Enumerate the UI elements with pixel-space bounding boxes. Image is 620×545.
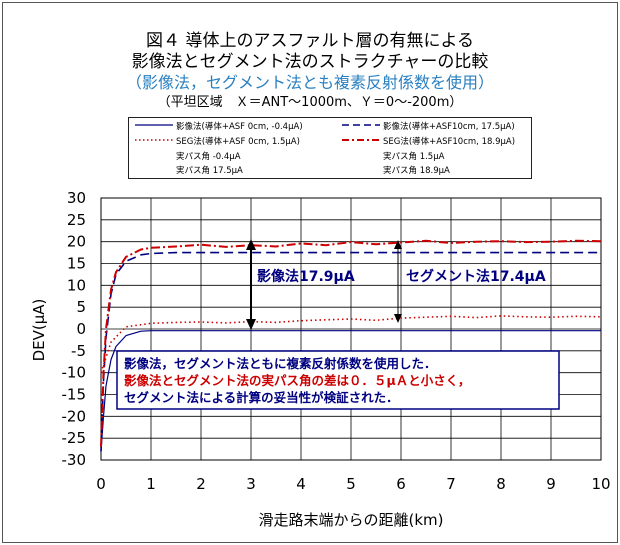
y-tick-label: -5 — [71, 342, 86, 360]
y-tick-label: 20 — [67, 233, 86, 251]
y-tick-label: 25 — [67, 211, 86, 229]
y-tick-label: -15 — [62, 386, 87, 404]
x-axis-label: 滑走路末端からの距離(km) — [258, 511, 443, 529]
series-line-3 — [100, 315, 602, 373]
series-line-4 — [100, 239, 602, 447]
y-tick-label: 5 — [76, 298, 86, 316]
arrow-seg-head-down — [394, 314, 402, 323]
note-box — [116, 350, 560, 410]
y-tick-label: -25 — [62, 429, 87, 447]
y-tick-label: 0 — [76, 320, 86, 338]
series-line-2 — [100, 251, 601, 452]
annotation-image-method: 影像法17.9μA — [257, 268, 355, 285]
x-tick-label: 8 — [496, 475, 506, 493]
legend-item-realpath-1: 実パス角 -0.4μA — [176, 152, 241, 162]
x-tick-label: 7 — [446, 475, 456, 493]
y-axis-label: DEV(μA) — [30, 299, 48, 362]
chart-series — [100, 239, 602, 452]
arrow-image-head-down — [246, 319, 256, 330]
y-tick-label: -20 — [62, 407, 87, 425]
figure-area-range: （平坦区域 Ｘ＝ANT～1000m、Ｙ＝0～-200m） — [157, 95, 463, 110]
y-tick-label: 10 — [67, 276, 86, 294]
x-tick-label: 1 — [146, 475, 156, 493]
arrow-seg-method — [394, 240, 402, 323]
arrow-image-head-up — [246, 239, 256, 250]
x-tick-label: 5 — [346, 475, 356, 493]
x-tick-label: 0 — [96, 475, 106, 493]
x-tick-label: 3 — [246, 475, 256, 493]
y-tick-label: -10 — [62, 364, 87, 382]
legend-item-realpath-4: 実パス角 18.9μA — [383, 166, 450, 176]
note-line-1: 影像法，セグメント法ともに複素反射係数を使用した． — [124, 356, 437, 371]
legend-item-image-0cm: 影像法(導体+ASF 0cm, -0.4μA) — [176, 122, 303, 132]
arrow-image-method — [246, 239, 256, 330]
x-tick-label: 6 — [396, 475, 406, 493]
figure-subtitle: 影像法とセグメント法のストラクチャーの比較 — [131, 52, 489, 72]
y-tick-label: -30 — [62, 451, 87, 469]
x-tick-label: 2 — [196, 475, 206, 493]
annotation-seg-method: セグメント法17.4μA — [406, 268, 546, 285]
series-line-1 — [100, 330, 601, 452]
chart-legend: 影像法(導体+ASF 0cm, -0.4μA) 影像法(導体+ASF10cm, … — [128, 117, 532, 179]
y-tick-label: 15 — [67, 255, 86, 273]
legend-item-seg-10cm: SEG法(導体+ASF10cm, 18.9μA) — [383, 137, 516, 147]
y-tick-label: 30 — [67, 189, 86, 207]
arrow-seg-head-up — [394, 240, 402, 249]
legend-item-image-10cm: 影像法(導体+ASF10cm, 17.5μA) — [383, 122, 515, 132]
x-tick-label: 9 — [546, 475, 556, 493]
chart-ticks: 0 1 2 3 4 5 6 7 8 9 10 30 25 20 15 10 5 0 -5 -10 -15 -20 -25 -3… — [62, 189, 611, 493]
figure-condition: （影像法，セグメント法とも複素反射係数を使用） — [125, 73, 494, 92]
x-tick-label: 4 — [296, 475, 306, 493]
chart-grid — [100, 197, 602, 461]
legend-item-realpath-2: 実パス角 1.5μA — [383, 152, 445, 162]
note-line-3: セグメント法による計算の妥当性が検証された． — [124, 390, 399, 405]
x-tick-label: 10 — [591, 475, 610, 493]
legend-swatches — [135, 124, 380, 141]
figure-title: 図４ 導体上のアスファルト層の有無による — [146, 31, 474, 51]
note-line-2: 影像法とセグメント法の実パス角の差は０．５μＡと小さく， — [124, 373, 470, 388]
legend-item-seg-0cm: SEG法(導体+ASF 0cm, 1.5μA) — [176, 137, 300, 147]
legend-item-realpath-3: 実パス角 17.5μA — [176, 166, 243, 176]
